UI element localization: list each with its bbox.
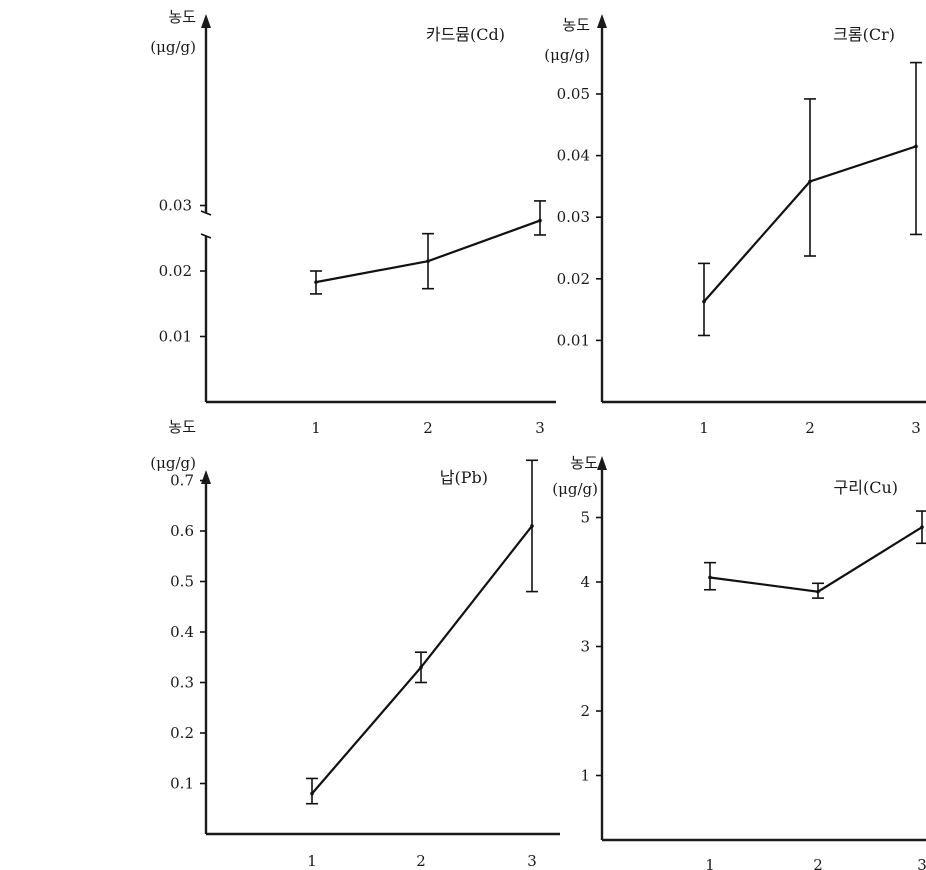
y-tick-label: 0.05 xyxy=(557,85,590,103)
chart-title: 카드뮴(Cd) xyxy=(426,25,505,44)
y-axis-label: 농도 xyxy=(562,16,590,34)
y-tick-label: 0.4 xyxy=(170,623,194,641)
y-axis-arrow-icon xyxy=(597,456,607,470)
x-tick-label: 2 xyxy=(423,419,433,437)
data-point xyxy=(914,144,918,149)
y-axis-unit-label: (μg/g) xyxy=(544,46,590,64)
x-tick-label: 1 xyxy=(307,852,317,870)
chart-panel-cr: 농도 (μg/g) 크롬(Cr) 0.01 0.02 0.03 0.04 0.05 1 2 3 xyxy=(544,14,926,437)
chart-title: 납(Pb) xyxy=(440,468,488,487)
data-point xyxy=(530,524,534,528)
chart-panel-cu: 농도 (μg/g) 구리(Cu) 1 2 3 4 5 1 2 3 xyxy=(552,454,926,870)
y-axis-label: 농도 xyxy=(168,8,196,26)
data-point xyxy=(816,589,820,594)
chart-panel-pb: 농도 (μg/g) 납(Pb) 0.1 0.2 0.3 0.4 0.5 0.6 0.7 1 2 3 xyxy=(150,418,560,870)
y-axis-unit-label: (μg/g) xyxy=(552,480,598,498)
data-point xyxy=(708,575,712,580)
error-bar xyxy=(812,582,824,599)
x-tick-label: 3 xyxy=(535,419,545,437)
x-tick-label: 3 xyxy=(911,419,921,437)
error-bar xyxy=(534,200,546,236)
y-tick-label: 0.02 xyxy=(159,262,192,280)
y-tick-label: 0.04 xyxy=(557,147,590,165)
x-tick-label: 3 xyxy=(917,856,926,870)
series-line xyxy=(311,525,533,795)
y-axis-break-mark xyxy=(200,233,212,239)
error-bar xyxy=(910,61,922,236)
x-tick-label: 1 xyxy=(705,856,715,870)
error-bar xyxy=(698,262,710,337)
x-tick-label: 2 xyxy=(805,419,815,437)
x-tick-label: 1 xyxy=(699,419,709,437)
y-axis-arrow-icon xyxy=(597,14,607,28)
series-line xyxy=(709,526,923,593)
y-tick-label: 0.03 xyxy=(159,197,192,215)
y-axis-label: 농도 xyxy=(570,454,598,472)
y-tick-label: 0.01 xyxy=(557,331,590,349)
chart-title: 구리(Cu) xyxy=(834,478,898,497)
error-bar xyxy=(415,651,427,684)
y-tick-label: 2 xyxy=(580,702,590,720)
x-tick-label: 2 xyxy=(416,852,426,870)
data-point xyxy=(808,179,812,184)
x-tick-label: 2 xyxy=(813,856,823,870)
error-bar xyxy=(916,510,926,545)
y-tick-label: 3 xyxy=(580,638,590,656)
error-bar xyxy=(526,459,538,593)
y-tick-label: 0.03 xyxy=(557,208,590,226)
data-point xyxy=(920,525,924,529)
y-tick-label: 0.3 xyxy=(170,674,194,692)
y-axis-arrow-icon xyxy=(201,14,211,28)
chart-panel-cd: 농도 (μg/g) 카드뮴(Cd) 0.01 0.02 0.03 1 2 3 xyxy=(150,8,556,437)
data-point xyxy=(314,280,318,284)
x-tick-label: 3 xyxy=(527,852,537,870)
y-tick-label: 1 xyxy=(580,767,590,785)
y-tick-label: 0.5 xyxy=(170,573,194,591)
error-bar xyxy=(306,777,318,805)
y-tick-label: 0.1 xyxy=(170,775,194,793)
y-tick-label: 0.6 xyxy=(170,522,194,540)
chart-title: 크롬(Cr) xyxy=(833,25,895,44)
data-point xyxy=(419,665,423,670)
error-bar xyxy=(804,98,816,257)
data-point xyxy=(538,218,542,223)
y-tick-label: 0.02 xyxy=(557,270,590,288)
x-tick-label: 1 xyxy=(311,419,321,437)
y-axis-unit-label: (μg/g) xyxy=(150,454,196,472)
y-tick-label: 0.2 xyxy=(170,724,194,742)
y-tick-label: 4 xyxy=(580,573,590,591)
y-axis-unit-label: (μg/g) xyxy=(150,38,196,56)
data-point xyxy=(702,299,706,304)
y-axis-break-mark xyxy=(200,210,212,216)
y-axis-arrow-icon xyxy=(201,470,211,484)
y-tick-label: 5 xyxy=(580,509,590,527)
error-bar xyxy=(310,270,322,295)
data-point xyxy=(426,259,430,263)
y-tick-label: 0.7 xyxy=(170,472,194,490)
y-axis-label: 농도 xyxy=(168,418,196,436)
error-bar xyxy=(422,232,434,290)
y-tick-label: 0.01 xyxy=(159,328,192,346)
data-point xyxy=(310,791,314,796)
error-bar xyxy=(704,561,716,591)
